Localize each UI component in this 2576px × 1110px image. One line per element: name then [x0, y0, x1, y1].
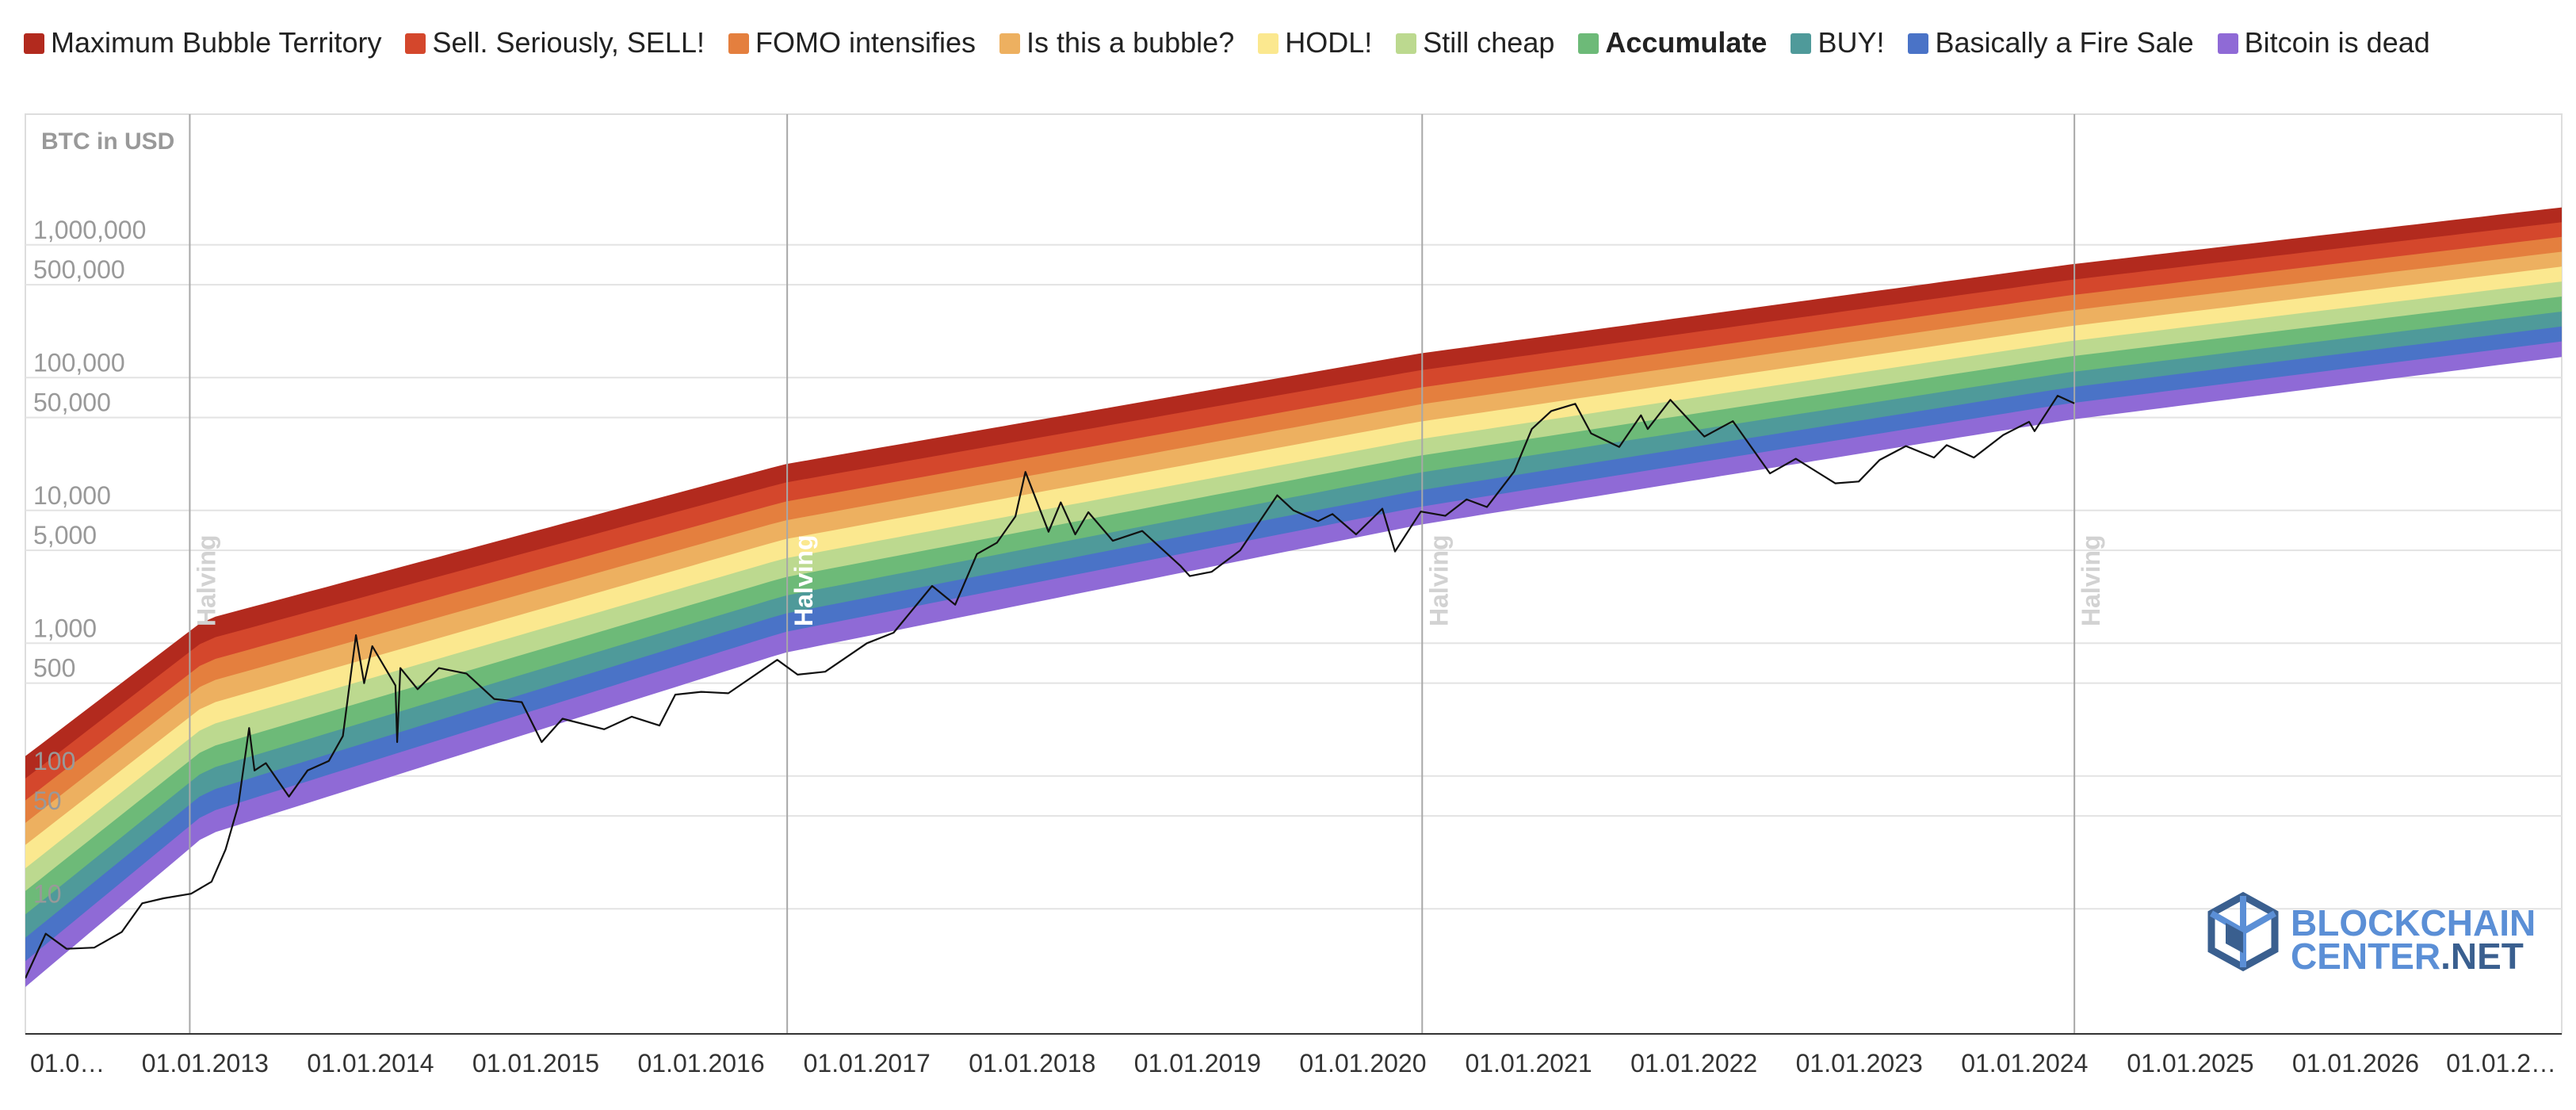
logo-text-line1: BLOCKCHAIN: [2291, 902, 2536, 944]
x-tick-label: 01.01.2025: [2127, 1049, 2253, 1077]
legend-swatch: [999, 33, 1021, 54]
legend-label: Sell. Seriously, SELL!: [432, 26, 705, 59]
x-tick-label: 01.01.2…: [2446, 1049, 2556, 1077]
legend-item[interactable]: Maximum Bubble Territory: [24, 16, 381, 70]
halving-label: Halving: [2077, 534, 2105, 626]
legend-label: Basically a Fire Sale: [1935, 26, 2194, 59]
legend-label: FOMO intensifies: [755, 26, 977, 59]
legend-label: Maximum Bubble Territory: [51, 26, 382, 59]
legend-item[interactable]: Bitcoin is dead: [2217, 16, 2430, 70]
y-tick-label: 1,000: [33, 614, 97, 642]
x-tick-label: 01.01.2020: [1299, 1049, 1426, 1077]
halving-label: Halving: [789, 534, 818, 626]
x-tick-label: 01.01.2019: [1134, 1049, 1261, 1077]
y-axis-title: BTC in USD: [41, 128, 174, 155]
x-tick-label: 01.0…: [30, 1049, 105, 1077]
x-tick-label: 01.01.2026: [2292, 1049, 2419, 1077]
y-axis-ticks: 10 50 100 500 1,000 5,000 10,000 50,000 100,000 5…: [33, 216, 146, 909]
legend-item[interactable]: FOMO intensifies: [728, 16, 976, 70]
rainbow-bands: [25, 207, 2562, 987]
legend-item[interactable]: Sell. Seriously, SELL!: [405, 16, 705, 70]
legend-swatch: [2217, 33, 2238, 54]
y-tick-label: 5,000: [33, 521, 97, 549]
price-series: [25, 395, 2075, 979]
x-tick-label: 01.01.2013: [142, 1049, 269, 1077]
y-tick-label: 500,000: [33, 255, 125, 284]
legend-item[interactable]: Basically a Fire Sale: [1908, 16, 2194, 70]
legend-label: BUY!: [1817, 26, 1885, 59]
x-tick-label: 01.01.2017: [804, 1049, 931, 1077]
y-tick-label: 100: [33, 747, 75, 775]
legend-label: HODL!: [1285, 26, 1373, 59]
halving-markers: Halving Halving Halving Halving: [189, 114, 2105, 1034]
legend-label: Accumulate: [1605, 26, 1768, 59]
legend-swatch: [728, 33, 749, 54]
legend-swatch: [24, 33, 44, 54]
y-tick-label: 10,000: [33, 481, 111, 510]
legend-label: Bitcoin is dead: [2244, 26, 2430, 59]
legend-item[interactable]: Accumulate: [1578, 16, 1767, 70]
y-tick-label: 1,000,000: [33, 216, 146, 244]
x-tick-label: 01.01.2018: [969, 1049, 1095, 1077]
legend-item[interactable]: Still cheap: [1396, 16, 1554, 70]
y-tick-label: 50,000: [33, 388, 111, 417]
halving-label: Halving: [192, 534, 220, 626]
legend-item[interactable]: BUY!: [1791, 16, 1884, 70]
legend-item[interactable]: HODL!: [1258, 16, 1372, 70]
x-tick-label: 01.01.2015: [472, 1049, 599, 1077]
legend-swatch: [1396, 33, 1417, 54]
logo-text-line2: CENTER.NET: [2291, 936, 2524, 977]
y-tick-label: 100,000: [33, 348, 125, 377]
y-tick-label: 10: [33, 879, 62, 908]
halving-label: Halving: [1424, 534, 1453, 626]
x-tick-label: 01.01.2016: [637, 1049, 764, 1077]
blockchaincenter-cube-icon: [2207, 891, 2279, 972]
rainbow-band: [25, 341, 2562, 987]
x-tick-label: 01.01.2024: [1961, 1049, 2088, 1077]
chart-legend: Maximum Bubble Territory Sell. Seriously,…: [24, 16, 2552, 70]
legend-swatch: [1908, 33, 1929, 54]
x-axis-ticks: 01.0… 01.01.2013 01.01.2014 01.01.2015 01.01…: [25, 1033, 2562, 1077]
x-tick-label: 01.01.2014: [307, 1049, 434, 1077]
legend-label: Is this a bubble?: [1026, 26, 1235, 59]
x-tick-label: 01.01.2022: [1630, 1049, 1757, 1077]
legend-swatch: [405, 33, 426, 54]
legend-swatch: [1578, 33, 1599, 54]
logo-text-suffix: .NET: [2440, 936, 2524, 977]
legend-swatch: [1258, 33, 1279, 54]
x-tick-label: 01.01.2021: [1465, 1049, 1592, 1077]
legend-swatch: [1791, 33, 1812, 54]
y-tick-label: 500: [33, 654, 75, 683]
x-tick-label: 01.01.2023: [1796, 1049, 1923, 1077]
y-tick-label: 50: [33, 787, 62, 815]
legend-label: Still cheap: [1423, 26, 1555, 59]
legend-item[interactable]: Is this a bubble?: [999, 16, 1234, 70]
price-line: [25, 395, 2075, 979]
cube-face: [2226, 923, 2243, 953]
